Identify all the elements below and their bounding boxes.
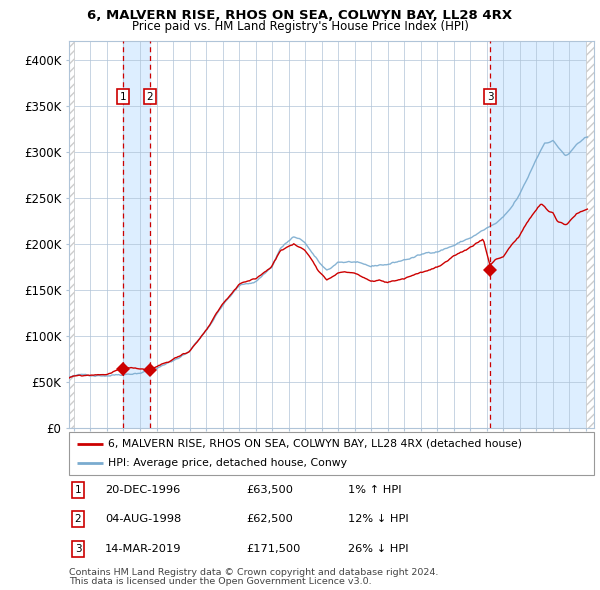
FancyBboxPatch shape bbox=[69, 432, 594, 475]
Text: 14-MAR-2019: 14-MAR-2019 bbox=[105, 544, 182, 553]
Text: 1: 1 bbox=[119, 91, 126, 101]
Text: 6, MALVERN RISE, RHOS ON SEA, COLWYN BAY, LL28 4RX (detached house): 6, MALVERN RISE, RHOS ON SEA, COLWYN BAY… bbox=[109, 439, 523, 449]
Bar bbox=[490, 41, 586, 428]
Text: 1: 1 bbox=[74, 485, 82, 494]
Text: 26% ↓ HPI: 26% ↓ HPI bbox=[348, 544, 409, 553]
Text: 20-DEC-1996: 20-DEC-1996 bbox=[105, 485, 180, 494]
Text: 2: 2 bbox=[74, 514, 82, 524]
Text: 6, MALVERN RISE, RHOS ON SEA, COLWYN BAY, LL28 4RX: 6, MALVERN RISE, RHOS ON SEA, COLWYN BAY… bbox=[88, 9, 512, 22]
Text: Contains HM Land Registry data © Crown copyright and database right 2024.: Contains HM Land Registry data © Crown c… bbox=[69, 568, 439, 577]
Text: 12% ↓ HPI: 12% ↓ HPI bbox=[348, 514, 409, 524]
Text: £62,500: £62,500 bbox=[246, 514, 293, 524]
Text: HPI: Average price, detached house, Conwy: HPI: Average price, detached house, Conw… bbox=[109, 458, 347, 468]
Text: 3: 3 bbox=[487, 91, 493, 101]
Text: Price paid vs. HM Land Registry's House Price Index (HPI): Price paid vs. HM Land Registry's House … bbox=[131, 20, 469, 33]
Text: £63,500: £63,500 bbox=[246, 485, 293, 494]
Text: This data is licensed under the Open Government Licence v3.0.: This data is licensed under the Open Gov… bbox=[69, 578, 371, 586]
Text: 1% ↑ HPI: 1% ↑ HPI bbox=[348, 485, 401, 494]
Text: 04-AUG-1998: 04-AUG-1998 bbox=[105, 514, 181, 524]
Bar bbox=[123, 41, 150, 428]
Text: 3: 3 bbox=[74, 544, 82, 553]
Text: £171,500: £171,500 bbox=[246, 544, 301, 553]
Text: 2: 2 bbox=[146, 91, 153, 101]
